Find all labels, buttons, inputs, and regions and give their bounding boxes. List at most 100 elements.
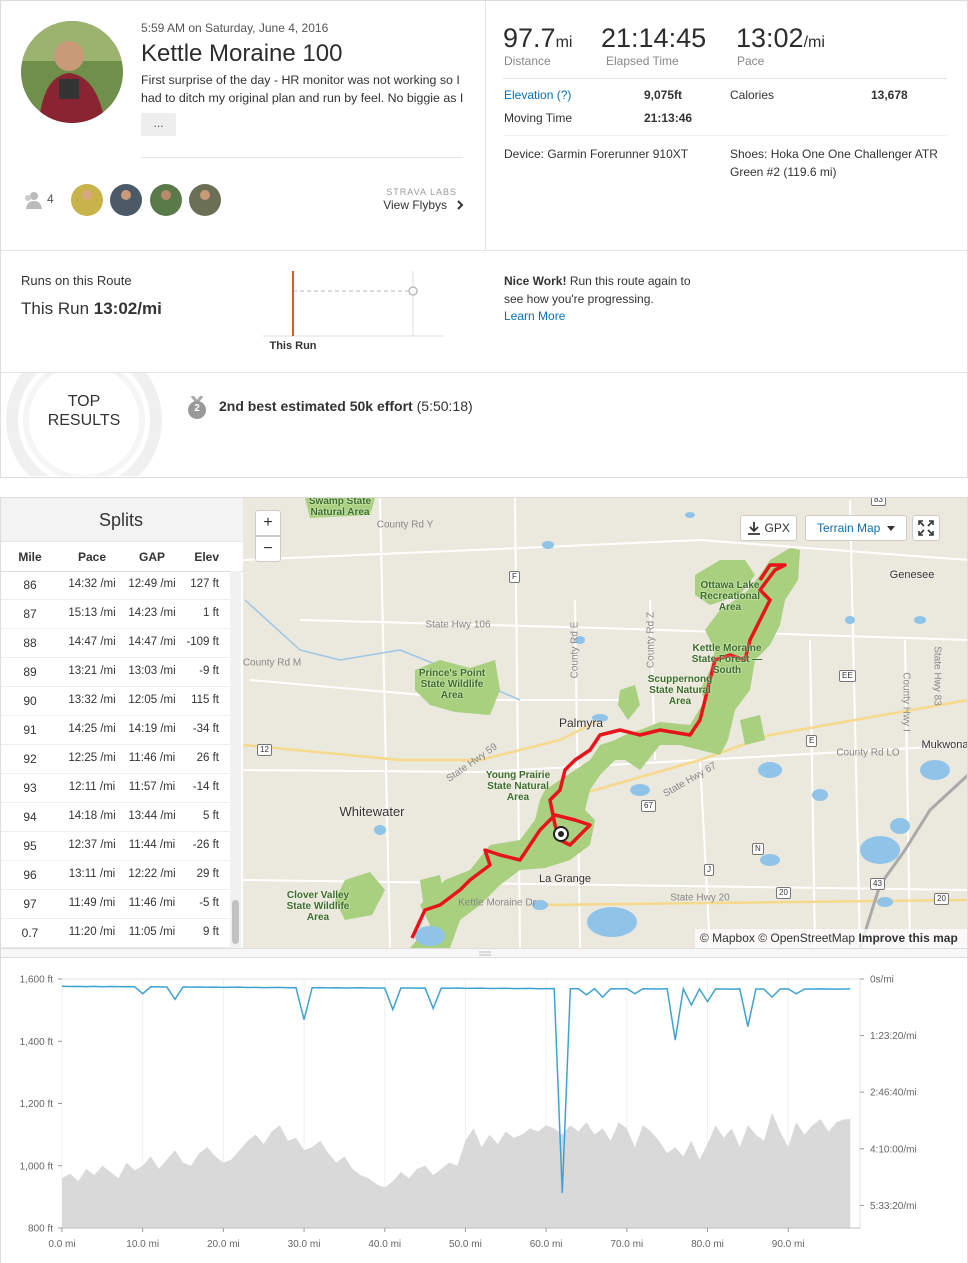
divider [141, 157, 463, 158]
column-header: Elev [194, 550, 219, 564]
distance-unit: mi [555, 34, 573, 51]
elevation-area [62, 1112, 851, 1228]
split-gap: 14:23 /mi [128, 607, 176, 619]
map-type[interactable]: Terrain Map [805, 515, 907, 541]
x-tick-label: 20.0 mi [207, 1239, 240, 1250]
town-label: Whitewater [339, 804, 405, 819]
column-header: GAP [138, 550, 165, 564]
athlete-avatar [21, 21, 123, 123]
split-gap: 14:47 /mi [128, 636, 176, 648]
split-mile: 87 [23, 607, 37, 621]
shoes: Shoes: Hoka One One Challenger ATR Green… [730, 147, 938, 179]
split-row: 91 14:25 /mi 14:19 /mi -34 ft [1, 716, 230, 745]
road-label: County Hwy I [900, 672, 912, 732]
split-row: 93 12:11 /mi 11:57 /mi -14 ft [1, 774, 230, 803]
split-row: 0.7 11:20 /mi 11:05 /mi 9 ft [1, 919, 230, 948]
zoom-in[interactable]: + [255, 510, 281, 536]
split-elev: 115 ft [191, 694, 219, 706]
gpx-label: GPX [764, 521, 790, 535]
splits-column-header: Mile Pace GAP Elev [1, 542, 243, 572]
attribution: © Mapbox © OpenStreetMap Improve this ma… [695, 929, 967, 948]
learn-more[interactable]: Learn More [504, 309, 566, 323]
gpx-button[interactable]: GPX [740, 515, 797, 541]
elevation-label[interactable]: Elevation (?) [504, 88, 572, 102]
y-tick-label: 1,000 ft [20, 1161, 54, 1172]
split-pace: 13:11 /mi [68, 868, 116, 880]
split-gap: 11:57 /mi [128, 781, 176, 793]
y-tick-label: 1,400 ft [20, 1037, 54, 1048]
split-mile: 95 [23, 839, 37, 853]
kudos-avatars [71, 184, 221, 216]
device: Device: Garmin Forerunner 910XT [504, 147, 689, 161]
distance: 97.7mi [503, 22, 572, 59]
split-mile: 93 [23, 781, 37, 795]
road-label: County Rd LO [836, 747, 900, 759]
calories-label: Calories [730, 88, 775, 102]
results-label: RESULTS [47, 412, 121, 429]
this-run: This Run 13:02/mi [21, 299, 162, 319]
fullscreen[interactable] [912, 515, 940, 541]
road-label: State Hwy 83 [931, 646, 943, 706]
this-run-label: This Run [21, 299, 90, 318]
top-result: 2nd best estimated 50k effort (5:50:18) [219, 398, 473, 414]
split-gap: 11:46 /mi [128, 897, 176, 909]
splits-title: Splits [98, 510, 144, 530]
activity-title: Kettle Moraine 100 [141, 40, 343, 67]
elevation-value: 9,075ft [644, 88, 683, 102]
pace-unit: /mi [803, 34, 825, 51]
x-tick-label: 10.0 mi [126, 1239, 159, 1250]
y2-tick-label: 2:46:40/mi [870, 1088, 917, 1099]
chevron-icon [457, 200, 464, 210]
split-pace: 12:37 /mi [68, 839, 116, 851]
scrollbar-thumb [232, 900, 239, 944]
split-row: 87 15:13 /mi 14:23 /mi 1 ft [1, 600, 230, 629]
split-mile: 92 [23, 752, 37, 766]
elevation-pace-chart: 0.0 mi 10.0 mi 20.0 mi 30.0 mi 40.0 mi 50.0 m… [20, 975, 917, 1251]
view-flybys[interactable]: View Flybys [383, 198, 447, 212]
route-shield: 20 [934, 893, 949, 905]
route-chart [263, 271, 443, 337]
map-type-label: Terrain Map [816, 521, 881, 535]
town-label: Mukwona [921, 739, 967, 751]
caret [887, 525, 896, 531]
pace-value: 13:02 [736, 23, 804, 53]
route-shield: N [752, 843, 764, 855]
split-pace: 15:13 /mi [68, 607, 116, 619]
more-button[interactable]: ... [141, 113, 176, 136]
laurel [6, 373, 162, 476]
improve-map[interactable]: Improve this map [858, 931, 958, 945]
split-elev: 9 ft [203, 926, 219, 938]
attribution-text: © Mapbox © OpenStreetMap [700, 931, 856, 945]
split-gap: 12:05 /mi [128, 694, 176, 706]
split-row: 96 13:11 /mi 12:22 /mi 29 ft [1, 861, 230, 890]
split-pace: 11:20 /mi [68, 926, 116, 938]
split-mile: 86 [23, 578, 37, 592]
x-tick-label: 0.0 mi [48, 1239, 75, 1250]
this-run-pace: 13:02/mi [93, 299, 162, 318]
split-mile: 91 [23, 723, 37, 737]
town-label: Palmyra [558, 716, 603, 730]
y2-tick-label: 1:23:20/mi [870, 1031, 917, 1042]
calories-value: 13,678 [871, 88, 908, 102]
split-pace: 12:25 /mi [68, 752, 116, 764]
x-tick-label: 70.0 mi [610, 1239, 643, 1250]
divider [1, 541, 243, 542]
road-label: State Hwy 20 [670, 892, 730, 904]
road-label: County Rd Z [645, 611, 657, 669]
zoom-out[interactable]: − [255, 536, 281, 562]
scrollbar [230, 571, 241, 948]
town-label: La Grange [539, 873, 591, 885]
handle-icon [479, 951, 491, 956]
park-label: Ottawa Lake Recreational Area [699, 580, 761, 613]
split-elev: -109 ft [186, 636, 219, 648]
route-title: Runs on this Route [21, 273, 132, 288]
pace: 13:02/mi [736, 22, 825, 59]
resize-handle[interactable] [1, 948, 967, 958]
nice-work: Nice Work! [504, 274, 567, 288]
split-elev: 5 ft [203, 810, 219, 822]
y-tick-label: 1,200 ft [20, 1099, 54, 1110]
split-row: 86 14:32 /mi 12:49 /mi 127 ft [1, 571, 230, 600]
park-label: Swamp State Natural Area [308, 498, 372, 518]
split-pace: 13:21 /mi [68, 665, 116, 677]
road-label: State Hwy 106 [425, 619, 491, 631]
